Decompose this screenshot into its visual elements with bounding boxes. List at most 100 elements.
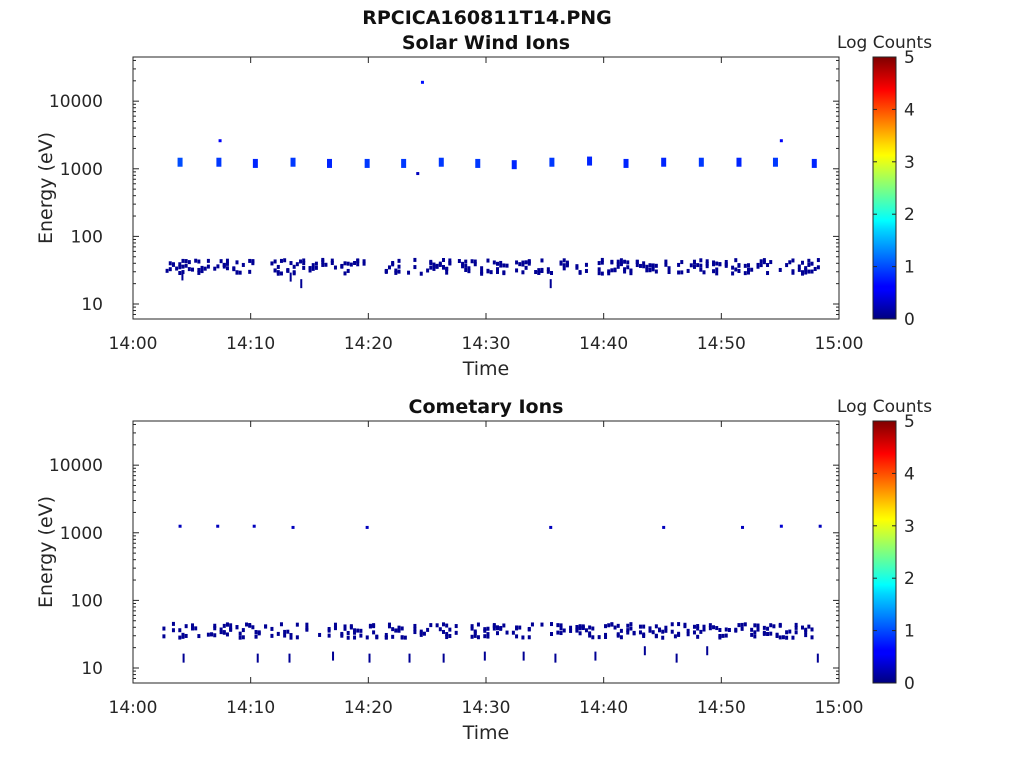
data-cell — [562, 266, 566, 271]
colorbar-tick-label: 4 — [904, 100, 915, 120]
data-cell — [470, 626, 474, 631]
data-cell — [750, 627, 754, 632]
data-cell — [321, 259, 325, 264]
data-cell — [505, 263, 509, 268]
data-cell — [391, 260, 395, 265]
data-cell — [448, 258, 452, 263]
data-point — [332, 651, 335, 661]
data-point — [216, 157, 222, 167]
data-cell — [756, 264, 760, 269]
data-cell — [692, 259, 696, 264]
data-cell — [746, 270, 750, 275]
data-cell — [610, 268, 614, 273]
data-point — [368, 653, 371, 663]
data-cell — [441, 629, 445, 634]
data-point — [661, 157, 667, 167]
data-cell — [286, 268, 290, 273]
data-cell — [718, 633, 722, 638]
data-cell — [473, 633, 477, 638]
data-cell — [302, 265, 306, 270]
data-point — [706, 646, 709, 656]
data-cell — [670, 622, 674, 627]
data-cell — [292, 270, 296, 275]
data-cell — [438, 261, 442, 266]
data-cell — [524, 260, 528, 265]
y-tick-label: 10000 — [49, 456, 103, 476]
data-point — [549, 279, 552, 289]
data-cell — [816, 265, 820, 270]
data-cell — [413, 623, 417, 628]
data-cell — [642, 264, 646, 269]
data-cell — [616, 633, 620, 638]
data-cell — [629, 622, 633, 627]
data-cell — [343, 624, 347, 629]
data-cell — [569, 625, 573, 630]
data-cell — [197, 634, 201, 639]
data-cell — [254, 630, 258, 635]
data-cell — [629, 271, 633, 276]
data-cell — [565, 263, 569, 268]
data-cell — [346, 268, 350, 273]
data-cell — [692, 264, 696, 269]
data-cell — [362, 261, 366, 266]
data-cell — [550, 632, 554, 637]
data-cell — [264, 624, 268, 629]
colorbar — [872, 56, 897, 320]
data-cell — [562, 263, 566, 268]
data-cell — [222, 630, 226, 635]
data-cell — [273, 259, 277, 264]
data-cell — [699, 267, 703, 272]
data-cell — [518, 625, 522, 630]
data-cell — [537, 270, 541, 275]
data-cell — [810, 627, 814, 632]
data-cell — [470, 624, 474, 629]
data-cell — [696, 263, 700, 268]
data-cell — [794, 622, 798, 627]
x-tick-label: 15:00 — [815, 698, 864, 718]
data-cell — [756, 623, 760, 628]
data-cell — [638, 630, 642, 635]
data-cell — [610, 622, 614, 627]
data-point — [365, 525, 369, 529]
data-cell — [800, 625, 804, 630]
data-cell — [222, 623, 226, 628]
data-cell — [750, 267, 754, 272]
data-cell — [200, 269, 204, 274]
data-cell — [645, 264, 649, 269]
data-cell — [794, 625, 798, 630]
data-cell — [724, 259, 728, 264]
data-cell — [559, 623, 563, 628]
data-cell — [241, 628, 245, 633]
data-cell — [769, 631, 773, 636]
data-point — [256, 653, 259, 663]
data-cell — [648, 268, 652, 273]
data-cell — [327, 633, 331, 638]
data-cell — [591, 635, 595, 640]
data-cell — [546, 267, 550, 272]
data-point — [327, 158, 333, 168]
data-cell — [340, 633, 344, 638]
data-point — [288, 653, 291, 663]
data-cell — [496, 631, 500, 636]
data-cell — [800, 270, 804, 275]
x-tick-label: 14:00 — [109, 698, 158, 718]
data-cell — [800, 260, 804, 265]
data-cell — [496, 267, 500, 272]
data-cell — [740, 622, 744, 627]
data-cell — [270, 626, 274, 631]
data-cell — [441, 264, 445, 269]
data-cell — [413, 265, 417, 270]
data-cell — [225, 266, 229, 271]
data-cell — [686, 628, 690, 633]
data-cell — [813, 266, 817, 271]
data-cell — [489, 270, 493, 275]
data-cell — [731, 271, 735, 276]
data-cell — [667, 266, 671, 271]
data-cell — [766, 631, 770, 636]
data-point — [178, 524, 182, 528]
y-axis-label: Energy (eV) — [35, 132, 57, 244]
data-cell — [197, 267, 201, 272]
data-cell — [251, 261, 255, 266]
data-point — [623, 158, 629, 168]
data-cell — [527, 635, 531, 640]
